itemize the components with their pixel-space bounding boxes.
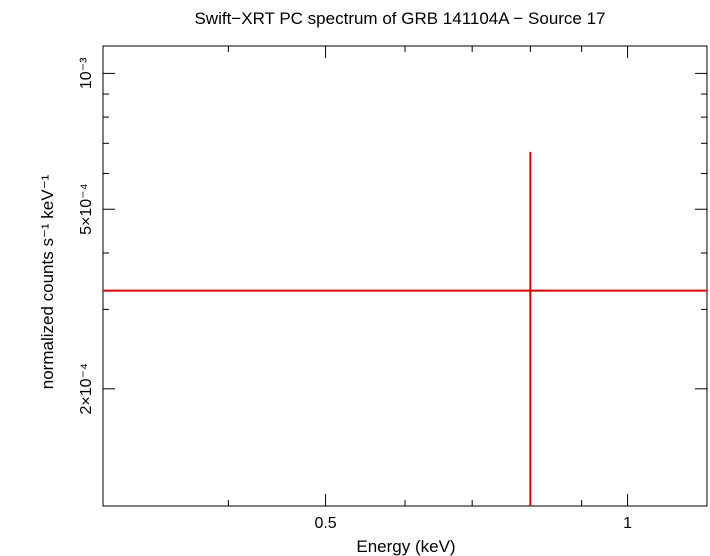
plot-frame [102, 45, 708, 507]
tick-labels: 0.5 1 2×10⁻⁴ 5×10⁻⁴ 10⁻³ [78, 57, 632, 532]
data-marks [103, 151, 707, 506]
y-tick-label: 5×10⁻⁴ [78, 183, 95, 234]
y-tick-label: 10⁻³ [78, 57, 95, 89]
major-ticks [103, 46, 707, 506]
x-tick-label: 0.5 [314, 515, 336, 532]
y-axis-label: normalized counts s⁻¹ keV⁻¹ [38, 174, 57, 389]
x-axis-label: Energy (keV) [356, 537, 455, 556]
x-tick-label: 1 [623, 515, 632, 532]
chart-title: Swift−XRT PC spectrum of GRB 141104A − S… [194, 9, 605, 28]
minor-ticks [102, 46, 707, 506]
y-tick-label: 2×10⁻⁴ [78, 363, 95, 414]
